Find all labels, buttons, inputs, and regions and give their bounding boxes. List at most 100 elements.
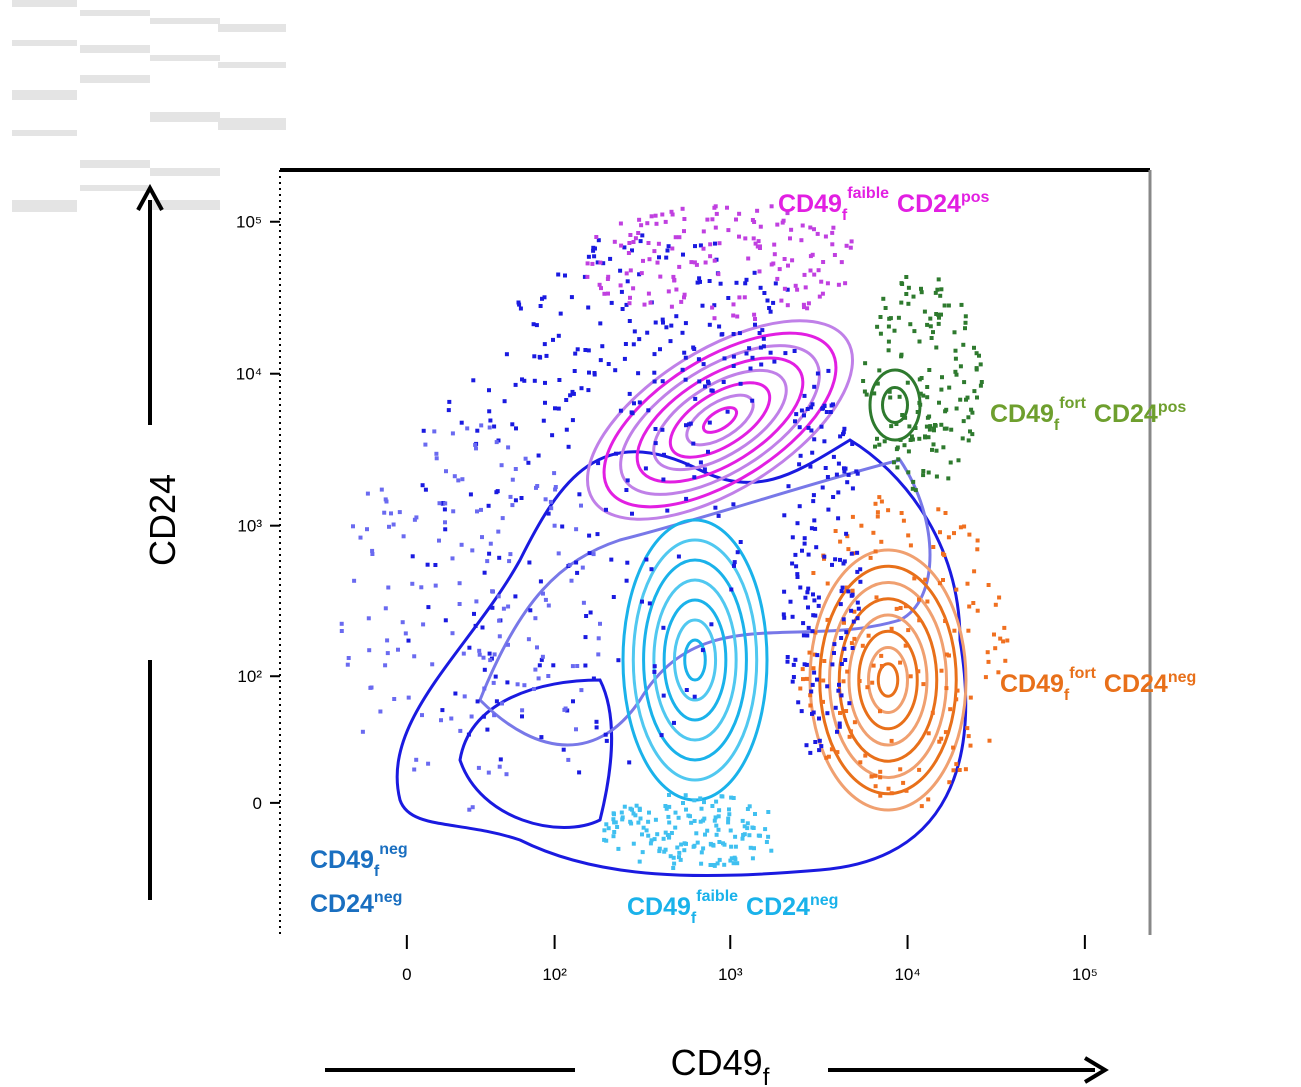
event-dot [569, 578, 574, 583]
event-dot [854, 469, 859, 474]
event-dot [579, 386, 584, 391]
event-dot [931, 545, 936, 549]
event-dot [733, 834, 738, 839]
event-dot [515, 682, 520, 687]
event-dot [804, 676, 809, 681]
event-dot [513, 467, 518, 471]
event-dot [802, 272, 807, 277]
event-dot [587, 533, 592, 538]
event-dot [957, 768, 962, 772]
event-dot [583, 348, 588, 352]
event-dot [788, 599, 793, 604]
event-dot [624, 578, 629, 583]
event-dot [645, 330, 650, 335]
event-dot [678, 857, 683, 862]
event-dot [904, 275, 909, 279]
event-dot [667, 793, 671, 797]
y-arrow [136, 183, 164, 900]
event-dot [793, 283, 798, 288]
event-dot [636, 820, 641, 825]
event-dot [553, 406, 557, 411]
event-dot [772, 252, 777, 257]
event-dot [628, 819, 633, 824]
event-dot [941, 578, 945, 582]
marker: CD49 [627, 893, 691, 921]
event-dot [887, 316, 892, 321]
contour-line [652, 368, 788, 472]
event-dot [444, 469, 448, 474]
event-dot [967, 532, 972, 537]
event-dot [925, 599, 930, 604]
event-dot [917, 436, 922, 441]
event-dot [842, 559, 847, 564]
event-dot [794, 412, 799, 417]
event-dot [633, 236, 638, 241]
event-dot [943, 619, 948, 623]
event-dot [747, 346, 752, 351]
event-dot [697, 276, 702, 281]
event-dot [552, 471, 557, 476]
event-dot [419, 585, 424, 590]
event-dot [782, 286, 787, 291]
event-dot [741, 833, 746, 837]
event-dot [944, 686, 949, 691]
event-dot [758, 285, 763, 290]
event-dot [345, 662, 350, 667]
event-dot [793, 419, 797, 424]
event-dot [516, 300, 521, 305]
event-dot [443, 520, 447, 525]
event-dot [693, 244, 697, 249]
event-dot [887, 389, 892, 394]
event-dot [727, 807, 731, 812]
event-dot [917, 339, 922, 344]
event-dot [570, 418, 575, 423]
event-dot [577, 770, 582, 775]
event-dot [676, 815, 681, 820]
event-dot [740, 818, 745, 823]
event-dot [862, 389, 867, 394]
event-dot [849, 593, 854, 598]
event-dot [676, 554, 681, 559]
event-dot [944, 407, 949, 412]
event-dot [929, 336, 934, 340]
event-dot [542, 295, 547, 300]
event-dot [791, 675, 796, 679]
event-dot [983, 675, 988, 680]
event-dot [510, 422, 515, 427]
event-dot [910, 437, 915, 442]
event-dot [637, 859, 642, 864]
event-dot [729, 856, 734, 861]
event-dot [563, 706, 568, 711]
event-dot [694, 262, 699, 267]
event-dot [731, 364, 736, 368]
event-dot [873, 773, 878, 778]
event-dot [663, 219, 668, 224]
event-dot [649, 838, 654, 843]
event-dot [934, 312, 939, 316]
event-dot [352, 578, 357, 583]
event-dot [908, 674, 913, 679]
event-dot [831, 495, 836, 499]
event-dot [889, 738, 894, 743]
event-dot [872, 391, 877, 396]
event-dot [881, 296, 886, 301]
event-dot [921, 393, 926, 398]
event-dot [660, 317, 665, 322]
event-dot [628, 806, 633, 811]
event-dot [886, 339, 891, 344]
event-dot [919, 286, 923, 291]
event-dot [782, 589, 787, 594]
event-dot [618, 221, 623, 226]
event-dot [618, 408, 623, 413]
event-dot [553, 485, 558, 489]
event-dot [681, 801, 685, 805]
event-dot [904, 292, 909, 296]
event-dot [508, 494, 513, 499]
event-dot [781, 218, 786, 223]
event-dot [812, 652, 817, 657]
event-dot [497, 764, 502, 769]
event-dot [494, 699, 499, 704]
event-dot [742, 295, 747, 300]
event-dot [346, 656, 351, 660]
event-dot [462, 694, 467, 699]
